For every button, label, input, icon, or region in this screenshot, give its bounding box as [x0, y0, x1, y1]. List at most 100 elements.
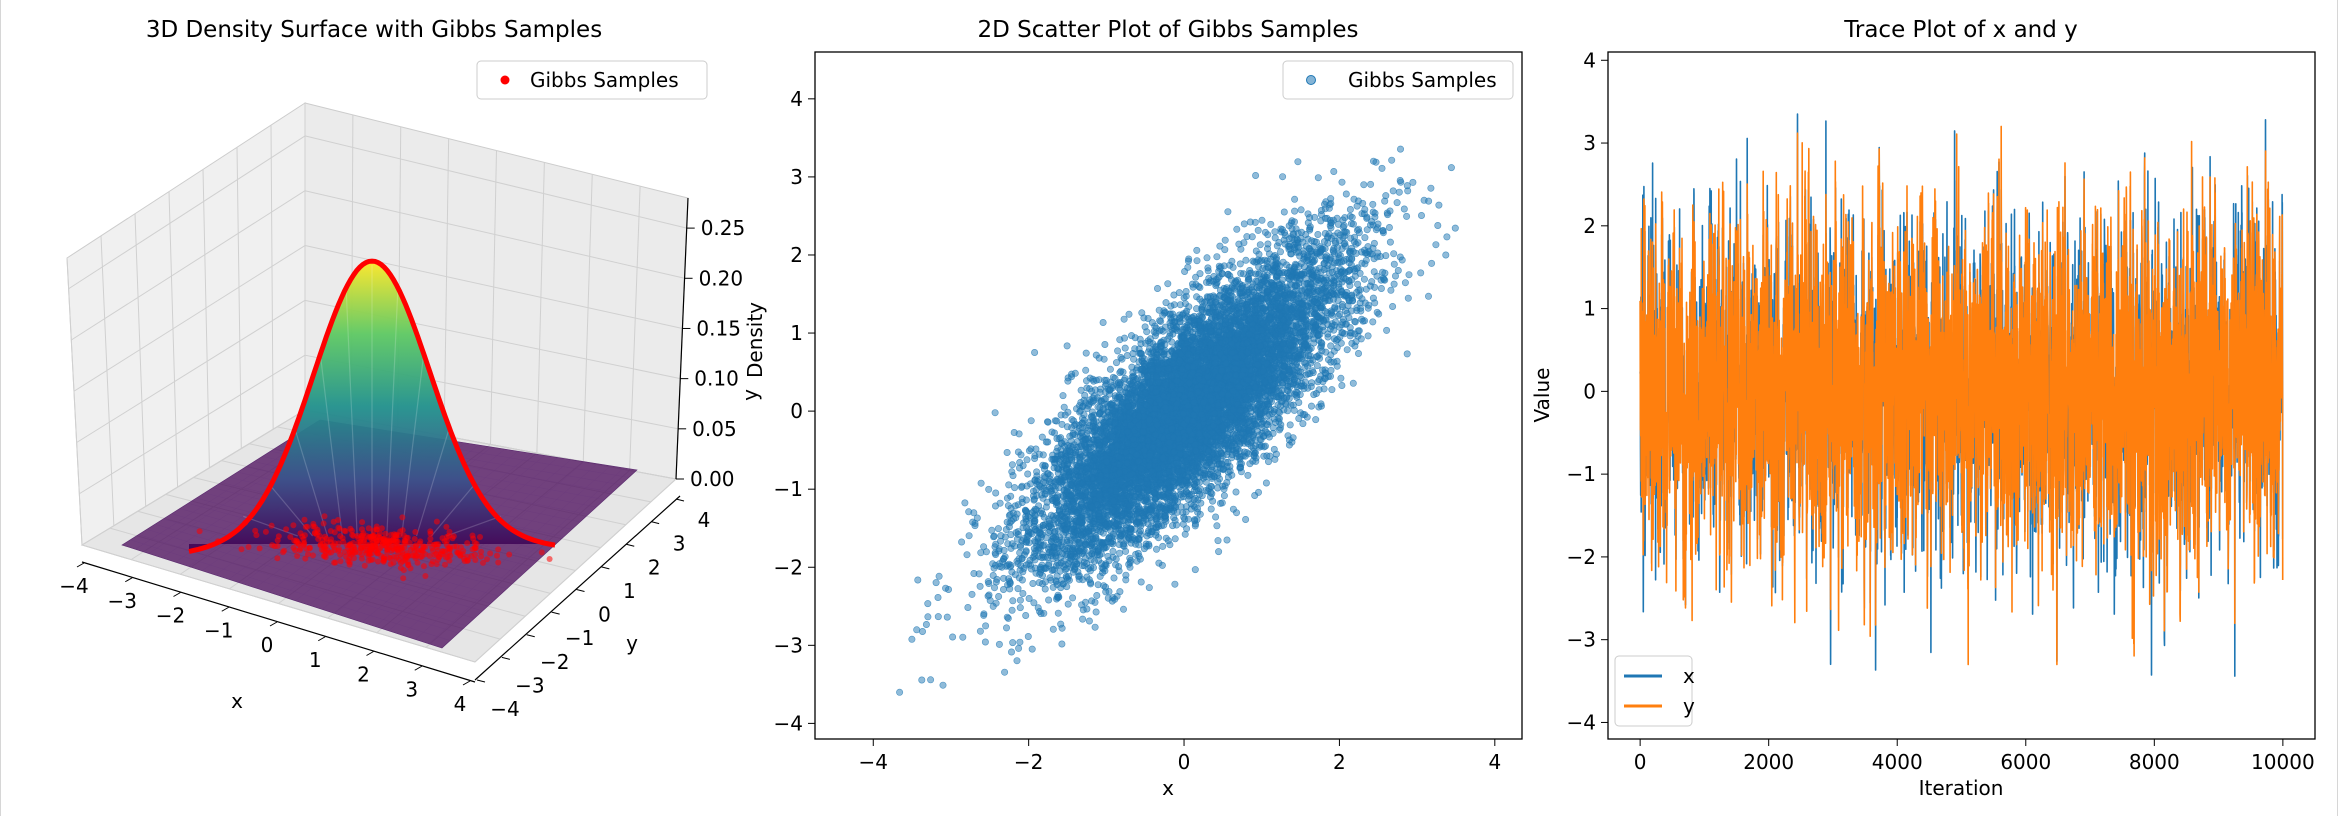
scatter-point	[1101, 340, 1109, 348]
surface-sample-point	[393, 554, 400, 561]
surface-sample-point	[256, 545, 263, 552]
density-ridge-curve	[188, 258, 556, 554]
scatter-point	[1025, 447, 1033, 455]
surface-x-tick-label: 2	[357, 663, 370, 687]
scatter-point	[1121, 344, 1129, 352]
surface-sample-point	[280, 549, 286, 556]
surface-sample-point	[469, 532, 476, 539]
surface-x-tick-label: 3	[405, 677, 418, 701]
scatter-point	[1337, 374, 1345, 382]
surface-sample-point	[495, 559, 502, 566]
scatter-point	[1394, 266, 1402, 274]
scatter-point	[1443, 233, 1451, 241]
scatter-point	[992, 489, 1000, 497]
surface-sample-point	[382, 530, 389, 537]
surface-sample-point	[275, 533, 282, 540]
scatter-point	[1373, 308, 1381, 316]
surface-y-tick	[626, 543, 635, 547]
scatter-point	[1434, 222, 1442, 230]
surface-sample-point	[478, 553, 485, 560]
scatter-point	[980, 543, 988, 551]
surface-x-tick	[366, 651, 374, 656]
scatter-point	[1327, 358, 1335, 366]
surface-y-tick-label: −2	[540, 650, 569, 674]
surface-sample-point	[283, 526, 290, 533]
surface-sample-point	[538, 549, 545, 556]
surface-sample-point	[386, 554, 392, 561]
surface-sample-point	[422, 573, 429, 579]
surface-sample-point	[412, 542, 419, 549]
surface-y-tick-label: 0	[598, 603, 611, 627]
surface-sample-point	[398, 553, 404, 559]
surface-sample-point	[238, 546, 245, 553]
surface-y-axis-label: y	[626, 631, 638, 655]
surface-sample-point	[403, 550, 410, 557]
scatter-point	[1059, 392, 1067, 400]
surface-sample-point	[487, 550, 494, 557]
surface-sample-point	[358, 551, 365, 558]
surface-y-tick	[551, 611, 560, 615]
surface-y-tick	[501, 656, 510, 660]
scatter-point	[932, 579, 940, 587]
scatter-point	[1237, 245, 1245, 253]
surface-sample-point	[427, 528, 434, 535]
surface-z-tick-label: 0.00	[690, 467, 735, 491]
surface-z-axis-label: Density	[743, 302, 767, 378]
surface-y-tick	[526, 634, 535, 638]
scatter-point	[1214, 537, 1222, 545]
scatter-point	[1389, 302, 1397, 310]
surface-sample-point	[196, 528, 203, 535]
surface-gridline	[202, 169, 210, 468]
scatter-point	[1057, 620, 1065, 628]
scatter-point	[1031, 452, 1039, 460]
scatter-point	[1193, 257, 1201, 265]
scatter-point	[1369, 200, 1377, 208]
scatter-point	[965, 532, 973, 540]
surface-x-tick-label: −4	[59, 574, 88, 598]
surface-sample-point	[453, 543, 460, 550]
surface-sample-point	[305, 551, 311, 558]
surface-sample-point	[242, 519, 249, 526]
scatter-point	[1337, 339, 1345, 347]
scatter-point	[1258, 216, 1266, 224]
surface-sample-point	[412, 529, 419, 535]
surface-sample-point	[401, 537, 408, 544]
scatter-point	[1014, 585, 1022, 593]
scatter-title: 2D Scatter Plot of Gibbs Samples	[977, 17, 1358, 43]
surface-ridge-line	[319, 355, 343, 537]
surface-sample-point	[399, 514, 406, 521]
scatter-point	[1390, 250, 1398, 258]
scatter-point	[1401, 279, 1409, 287]
surface-sample-point	[348, 527, 355, 534]
surface-sample-point	[387, 561, 394, 567]
scatter-panel: 2D Scatter Plot of Gibbs Samples −4 −2 0 2 4…	[738, 17, 1523, 800]
surface-sample-point	[311, 524, 318, 530]
surface-sample-point	[384, 536, 391, 543]
surface-ridge-line	[430, 483, 476, 537]
scatter-point	[1083, 377, 1091, 385]
surface-sample-point	[380, 536, 387, 543]
surface-sample-point	[302, 555, 309, 562]
scatter-point	[1254, 226, 1262, 234]
surface-z-tick-label: 0.20	[699, 266, 744, 290]
surface-sample-point	[214, 538, 221, 545]
surface-sample-point	[378, 525, 385, 532]
scatter-point	[1112, 561, 1120, 569]
surface-sample-point	[324, 547, 331, 554]
scatter-point	[1229, 505, 1237, 513]
scatter-point	[1223, 536, 1231, 544]
surface-sample-point	[331, 529, 338, 536]
scatter-point	[1262, 479, 1270, 487]
scatter-point	[1279, 173, 1287, 181]
surface-sample-point	[336, 546, 343, 553]
surface-sample-point	[446, 545, 453, 552]
scatter-point	[1360, 275, 1368, 283]
surface-legend-marker	[500, 75, 510, 85]
surface-x-tick	[462, 680, 471, 686]
surface-sample-point	[414, 547, 420, 554]
surface-sample-point	[443, 523, 450, 530]
surface-sample-point	[337, 558, 344, 565]
surface-legend: Gibbs Samples	[476, 60, 708, 100]
surface-x-tick-label: 0	[261, 633, 274, 657]
